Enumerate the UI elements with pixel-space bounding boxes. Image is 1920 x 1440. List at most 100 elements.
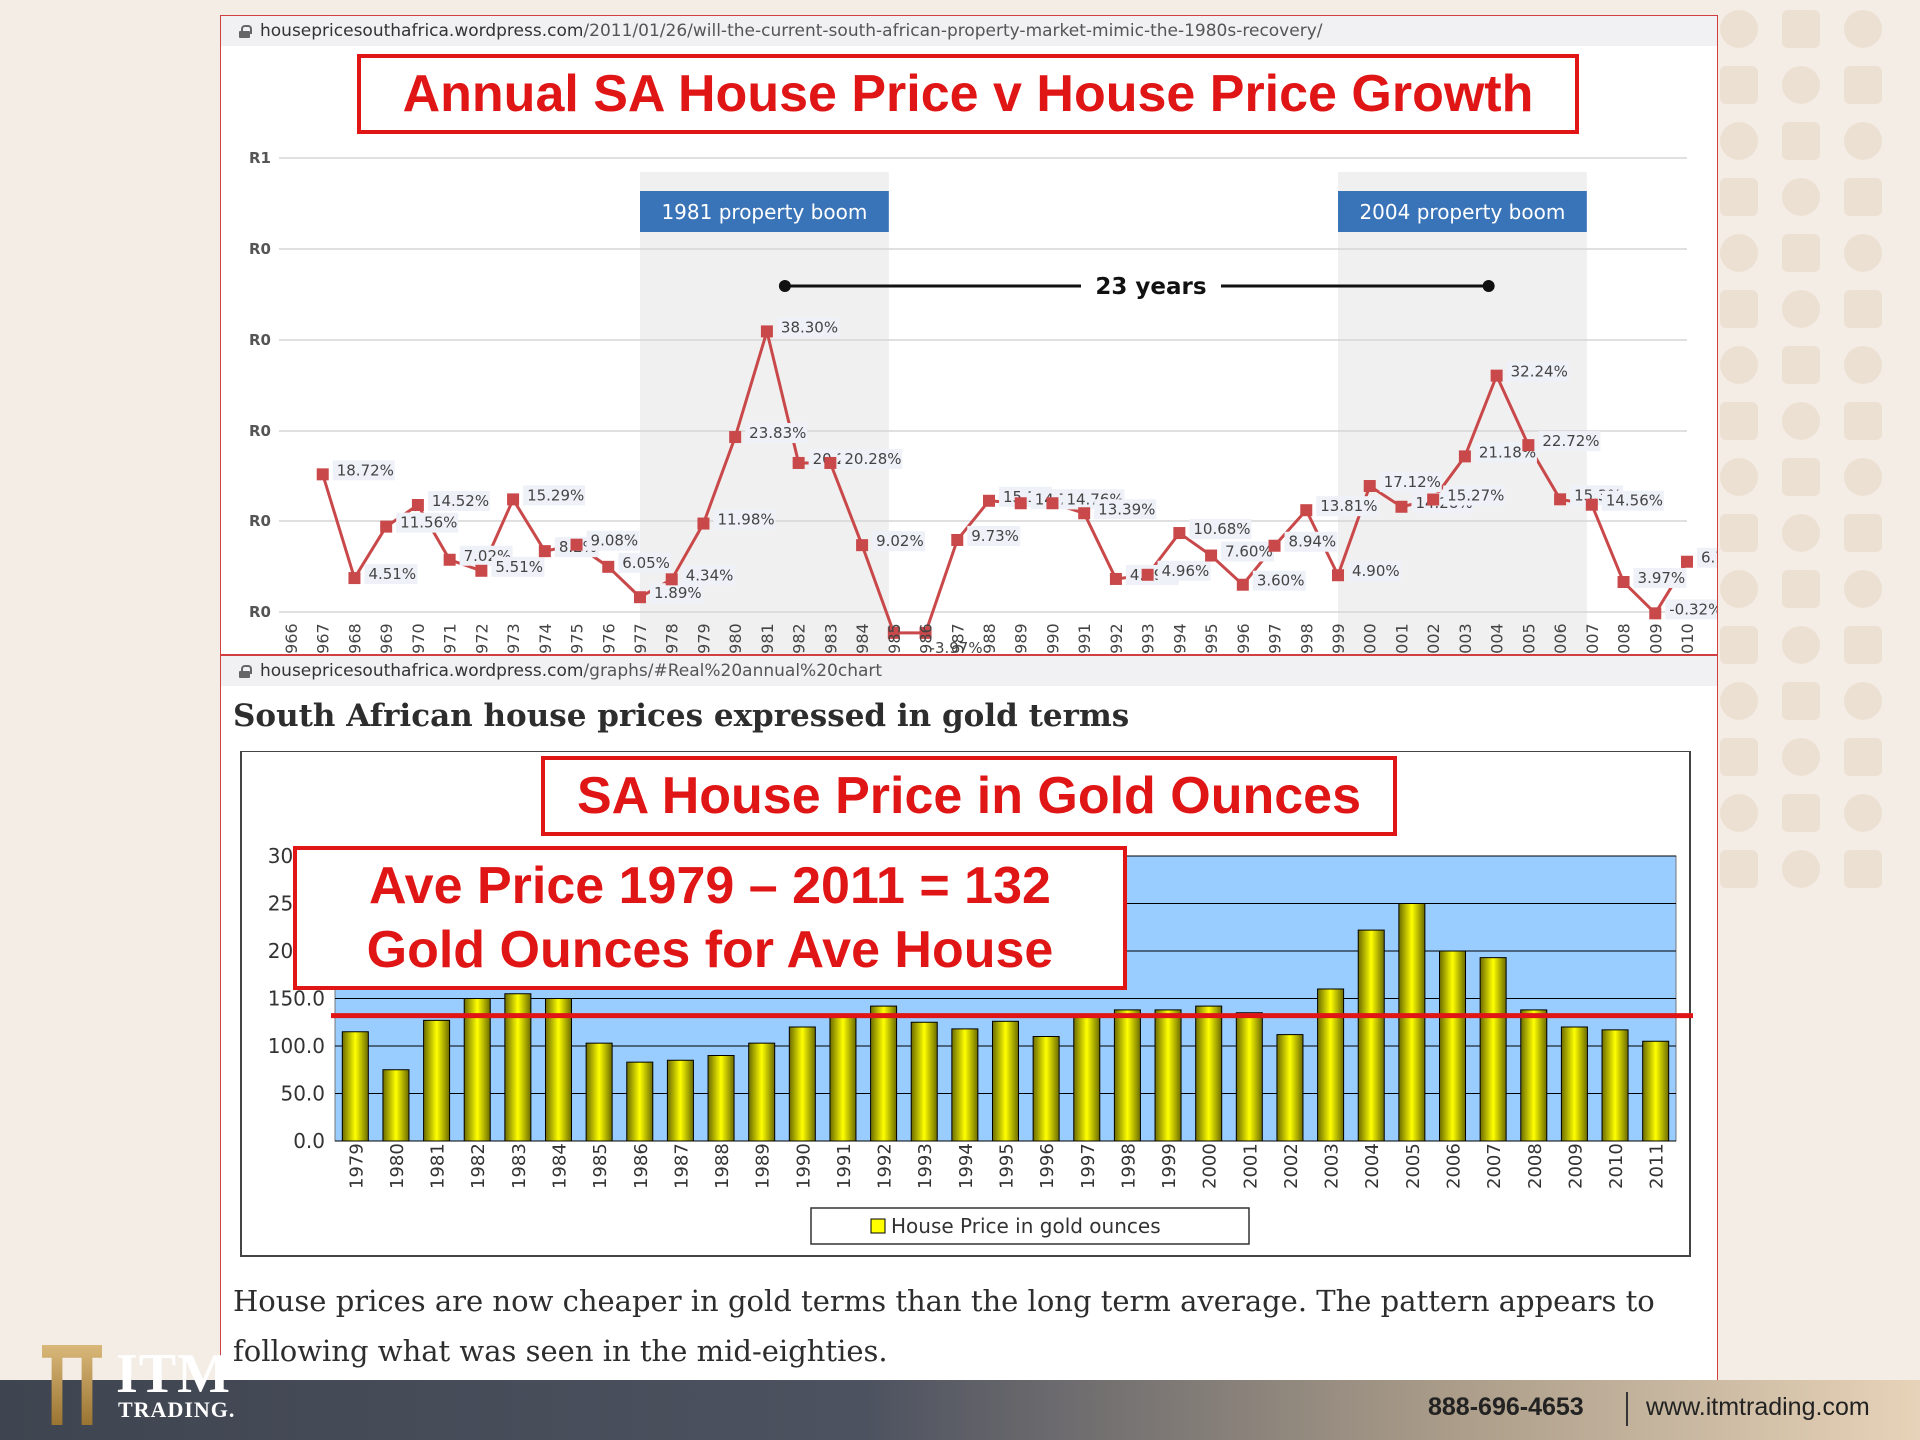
legend-swatch [870,1218,886,1234]
data-point [1300,504,1313,517]
decorative-shape [1844,402,1882,440]
x-tick-label: 2008 [1615,623,1634,655]
decorative-shape [1720,290,1758,328]
bar [910,1021,938,1142]
data-label: 4.51% [368,565,416,583]
url-bar-bottom[interactable]: housepricesouthafrica.wordpress.com/grap… [221,656,1717,686]
decorative-shape [1720,626,1758,664]
overlay-title-bottom: SA House Price in Gold Ounces [541,756,1397,836]
decorative-shape [1782,458,1820,496]
decorative-shape [1844,458,1882,496]
url-domain: housepricesouthafrica.wordpress.com [260,21,584,41]
top-screenshot-panel: housepricesouthafrica.wordpress.com/2011… [220,15,1718,655]
bar [1032,1036,1060,1142]
x-tick-label: 1980 [387,1143,408,1189]
bar [341,1031,369,1142]
data-point [1173,527,1186,540]
data-label-bg [1189,519,1252,540]
data-label: 6.75% [1701,549,1718,567]
x-tick-label: 1994 [956,1143,977,1189]
data-point [538,545,551,558]
data-label: 5.51% [495,558,543,576]
data-point [602,560,615,573]
x-tick-label: 2004 [1488,623,1507,655]
data-label: 13.81% [1320,497,1377,515]
phone-number[interactable]: 888-696-4653 [1428,1393,1584,1421]
x-tick-label: 1988 [980,623,999,655]
x-tick-label: 1981 [758,623,777,655]
data-label-bg [650,583,703,604]
footer-divider [1626,1392,1628,1426]
decorative-shape [1720,122,1758,160]
x-tick-label: 1967 [314,623,333,655]
bar [788,1026,816,1142]
x-tick-label: 2009 [1646,623,1665,655]
data-point [411,499,424,512]
x-tick-label: 1990 [1043,623,1062,655]
data-point [507,493,520,506]
y-tick-label: R0 [249,512,271,530]
url-bar-top[interactable]: housepricesouthafrica.wordpress.com/2011… [221,16,1717,46]
decorative-shape [1844,10,1882,48]
decorative-shape [1720,178,1758,216]
data-point [856,539,869,552]
data-point [665,573,678,586]
decorative-shape [1782,794,1820,832]
data-point [1363,480,1376,493]
decorative-shape [1720,738,1758,776]
bar [463,998,491,1142]
bar [626,1061,654,1142]
bar [1154,1009,1182,1142]
data-label-bg [1379,472,1442,493]
decorative-shape [1844,794,1882,832]
data-label-bg [1316,496,1379,517]
boom-header-label: 2004 property boom [1359,200,1565,224]
x-tick-label: 1980 [726,623,745,655]
data-label: 3.97% [1638,569,1686,587]
x-tick-label: 1984 [550,1143,571,1189]
data-point [348,572,361,585]
x-tick-label: 1982 [790,623,809,655]
boom-header-bar [1338,191,1587,232]
bar [1317,988,1345,1142]
y-tick-label: R1 [249,149,271,167]
data-label-bg [776,317,839,338]
data-label-bg [1538,431,1601,452]
x-tick-label: 2011 [1647,1143,1668,1189]
x-tick-label: 2003 [1322,1143,1343,1189]
x-tick-label: 1979 [346,1143,367,1189]
decorative-shape [1782,66,1820,104]
x-tick-label: 1969 [377,623,396,655]
x-tick-label: 1987 [948,623,967,655]
logo-main-text: ITM [116,1343,231,1405]
data-label-bg [1443,485,1506,506]
bar [666,1059,694,1142]
data-label: 7.60% [1225,543,1273,561]
data-label: 17.12% [1384,473,1441,491]
x-tick-label: 1983 [509,1143,530,1189]
x-tick-label: 1989 [753,1143,774,1189]
decorative-shape [1720,794,1758,832]
data-label-bg [681,565,735,586]
data-point [1585,498,1598,511]
logo-sub-text: TRADING. [118,1397,236,1422]
x-tick-label: 2010 [1606,1143,1627,1189]
data-label: 11.56% [400,514,457,532]
data-point [919,626,932,639]
bar [1601,1029,1629,1142]
overlay-title-top-text: Annual SA House Price v House Price Grow… [402,65,1534,123]
x-tick-label: 2006 [1551,623,1570,655]
decorative-shape [1720,850,1758,888]
itm-trading-logo: ITM TRADING. [38,1343,258,1440]
decorative-shape [1720,514,1758,552]
x-tick-label: 2007 [1484,1143,1505,1189]
url-domain: housepricesouthafrica.wordpress.com [260,661,584,681]
website-link[interactable]: www.itmtrading.com [1646,1393,1870,1421]
data-label: 8.94% [1289,533,1337,551]
x-tick-label: 2009 [1565,1143,1586,1189]
data-point [697,517,710,530]
y-tick-label: 100.0 [268,1034,325,1058]
data-point [570,538,583,551]
data-point [1268,539,1281,552]
data-label: 4.96% [1162,562,1210,580]
